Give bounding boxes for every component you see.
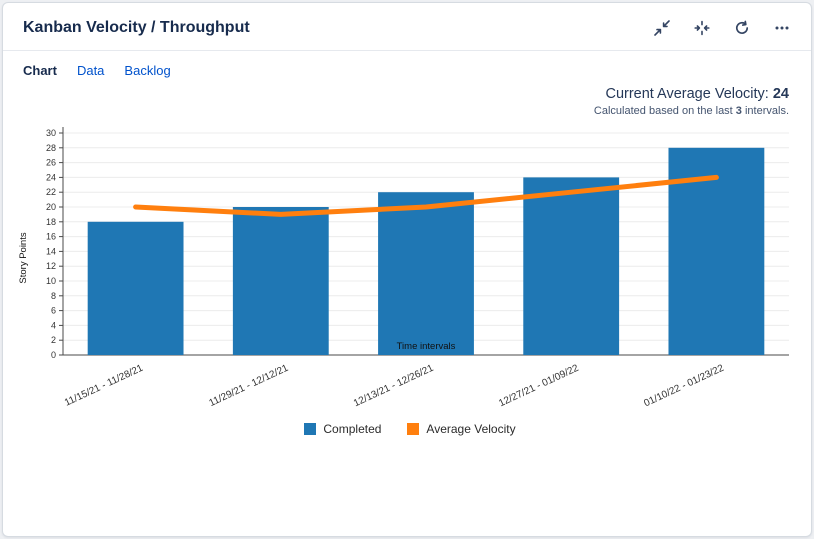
- y-tick-label: 24: [46, 172, 56, 182]
- legend-label-completed: Completed: [323, 422, 382, 436]
- x-tick-label: 11/29/21 - 12/12/21: [207, 363, 290, 409]
- header-actions: [653, 19, 791, 37]
- legend-item-completed[interactable]: Completed: [304, 422, 381, 436]
- y-tick-label: 6: [51, 306, 56, 316]
- more-options-icon[interactable]: [773, 19, 791, 37]
- y-tick-label: 4: [51, 320, 56, 330]
- y-tick-label: 30: [46, 128, 56, 138]
- y-axis-title: Story Points: [18, 232, 29, 283]
- current-average-velocity: Current Average Velocity: 24: [23, 86, 789, 102]
- x-tick-label: 12/13/21 - 12/26/21: [352, 363, 436, 410]
- chart-legend: Completed Average Velocity: [13, 422, 807, 436]
- bar-completed[interactable]: [523, 177, 620, 355]
- tab-data[interactable]: Data: [76, 63, 105, 78]
- view-tabs: Chart Data Backlog: [3, 51, 811, 78]
- y-tick-label: 18: [46, 217, 56, 227]
- tab-chart[interactable]: Chart: [23, 63, 57, 78]
- collapse-horizontal-icon[interactable]: [693, 19, 711, 37]
- y-tick-label: 16: [46, 232, 56, 242]
- y-tick-label: 12: [46, 261, 56, 271]
- y-tick-label: 26: [46, 158, 56, 168]
- velocity-label: Current Average Velocity:: [605, 86, 769, 102]
- completed-swatch: [304, 423, 317, 435]
- bar-completed[interactable]: [232, 207, 329, 355]
- velocity-note-suffix: intervals.: [741, 105, 789, 117]
- y-tick-label: 28: [46, 143, 56, 153]
- y-tick-label: 8: [51, 291, 56, 301]
- velocity-note-intervals: 3: [735, 105, 742, 117]
- bar-completed[interactable]: [378, 192, 474, 355]
- bar-completed[interactable]: [87, 221, 184, 355]
- y-tick-label: 20: [46, 202, 56, 212]
- y-tick-label: 14: [46, 246, 56, 256]
- x-tick-label: 11/15/21 - 11/28/21: [63, 363, 145, 409]
- velocity-value: 24: [772, 86, 789, 102]
- legend-label-average-velocity: Average Velocity: [426, 422, 516, 436]
- velocity-note-prefix: Calculated based on the last: [593, 105, 736, 117]
- velocity-note: Calculated based on the last 3 intervals…: [23, 105, 789, 117]
- x-axis-title: Time intervals: [397, 341, 456, 352]
- x-tick-label: 12/27/21 - 01/09/22: [497, 363, 581, 410]
- y-tick-label: 0: [51, 350, 56, 360]
- y-tick-label: 2: [51, 335, 56, 345]
- legend-item-average-velocity[interactable]: Average Velocity: [407, 422, 516, 436]
- average-velocity-swatch: [407, 423, 420, 435]
- y-tick-label: 10: [46, 276, 56, 286]
- widget-header: Kanban Velocity / Throughput: [3, 3, 811, 51]
- y-tick-label: 22: [46, 187, 56, 197]
- tab-backlog[interactable]: Backlog: [124, 63, 171, 78]
- refresh-icon[interactable]: [733, 19, 751, 37]
- chart-area: 0 2 4 6 8 10 12 14 16 18 20 22 24 26 28 30 11/15/21 - 11…: [3, 117, 811, 436]
- page-title: Kanban Velocity / Throughput: [23, 19, 250, 36]
- x-tick-label: 01/10/22 - 01/23/22: [642, 363, 726, 410]
- collapse-diagonal-icon[interactable]: [653, 19, 671, 37]
- velocity-summary: Current Average Velocity: 24 Calculated …: [3, 78, 811, 117]
- average-velocity-line: [133, 174, 719, 217]
